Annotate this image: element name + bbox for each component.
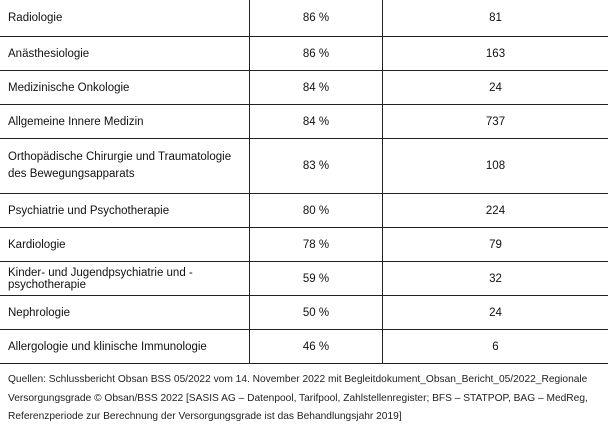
table-row: Kardiologie 78 % 79: [0, 227, 608, 262]
specialty-cell: Radiologie: [0, 0, 250, 37]
count-cell: 32: [382, 261, 608, 296]
specialty-cell: Kardiologie: [0, 227, 250, 262]
specialty-cell: Nephrologie: [0, 295, 250, 330]
table-row: Medizinische Onkologie 84 % 24: [0, 70, 608, 105]
percent-cell: 50 %: [249, 295, 383, 330]
percent-cell: 86 %: [249, 36, 383, 71]
count-cell: 108: [382, 138, 608, 194]
table-row: Psychiatrie und Psychotherapie 80 % 224: [0, 193, 608, 228]
table-row: Nephrologie 50 % 24: [0, 295, 608, 330]
percent-cell: 78 %: [249, 227, 383, 262]
count-cell: 24: [382, 70, 608, 105]
count-cell: 81: [382, 0, 608, 37]
table-row: Allgemeine Innere Medizin 84 % 737: [0, 104, 608, 139]
table-row: Kinder- und Jugendpsychiatrie und -psych…: [0, 261, 608, 296]
specialty-table: Radiologie 86 % 81 Anästhesiologie 86 % 163 Me…: [0, 0, 608, 364]
percent-cell: 84 %: [249, 70, 383, 105]
percent-cell: 84 %: [249, 104, 383, 139]
percent-cell: 80 %: [249, 193, 383, 228]
specialty-cell: Kinder- und Jugendpsychiatrie und -psych…: [0, 261, 250, 296]
count-cell: 163: [382, 36, 608, 71]
count-cell: 79: [382, 227, 608, 262]
specialty-cell: Anästhesiologie: [0, 36, 250, 71]
table-row: Radiologie 86 % 81: [0, 0, 608, 37]
source-caption: Quellen: Schlussbericht Obsan BSS 05/202…: [8, 374, 588, 423]
specialty-cell: Allergologie und klinische Immunologie: [0, 329, 250, 364]
table-row: Anästhesiologie 86 % 163: [0, 36, 608, 71]
percent-cell: 86 %: [249, 0, 383, 37]
table-row: Allergologie und klinische Immunologie 46…: [0, 329, 608, 364]
count-cell: 224: [382, 193, 608, 228]
count-cell: 6: [382, 329, 608, 364]
table-row: Orthopädische Chirurgie und Traumatologi…: [0, 138, 608, 194]
count-cell: 737: [382, 104, 608, 139]
percent-cell: 59 %: [249, 261, 383, 296]
percent-cell: 83 %: [249, 138, 383, 194]
count-cell: 24: [382, 295, 608, 330]
specialty-cell: Medizinische Onkologie: [0, 70, 250, 105]
percent-cell: 46 %: [249, 329, 383, 364]
specialty-cell: Psychiatrie und Psychotherapie: [0, 193, 250, 228]
specialty-cell: Allgemeine Innere Medizin: [0, 104, 250, 139]
specialty-cell: Orthopädische Chirurgie und Traumatologi…: [0, 138, 250, 194]
